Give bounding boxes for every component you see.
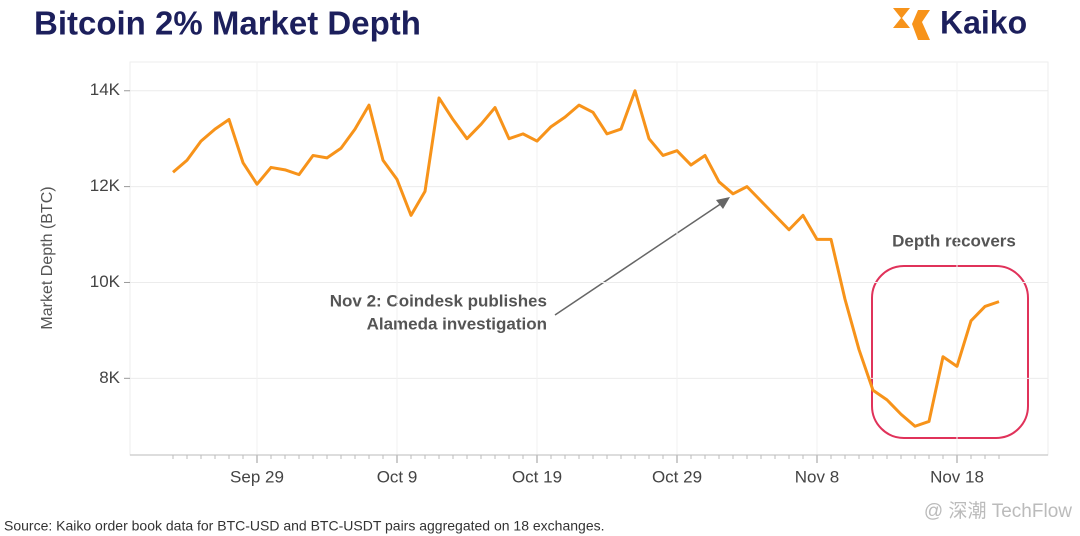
annotation: Depth recovers [892, 231, 1016, 250]
highlight-box [871, 265, 1029, 439]
y-tick-label: 12K [90, 176, 121, 195]
annotation: Alameda investigation [367, 314, 547, 333]
plot-frame [129, 61, 1049, 456]
y-axis-label: Market Depth (BTC) [39, 186, 56, 329]
watermark: @ 深潮 TechFlow [924, 500, 1072, 522]
arrow-head [716, 197, 730, 209]
logo-mark [912, 10, 930, 40]
source-note: Source: Kaiko order book data for BTC-US… [4, 518, 605, 534]
annotation-arrow [554, 202, 723, 316]
depth-line [172, 89, 1000, 428]
x-tick-label: Oct 9 [377, 467, 418, 486]
x-tick-label: Nov 8 [795, 467, 839, 486]
brand-logo: Kaiko [893, 4, 1027, 40]
x-tick-label: Oct 29 [652, 467, 702, 486]
x-tick-label: Nov 18 [930, 467, 984, 486]
chart-title: Bitcoin 2% Market Depth [34, 5, 421, 42]
x-tick-label: Sep 29 [230, 467, 284, 486]
x-tick-label: Oct 19 [512, 467, 562, 486]
annotation: Nov 2: Coindesk publishes [330, 291, 547, 310]
y-tick-label: 10K [90, 272, 121, 291]
brand: Kaiko [940, 4, 1027, 40]
y-tick-label: 14K [90, 80, 121, 99]
y-tick-label: 8K [99, 368, 120, 387]
logo-mark [893, 8, 910, 28]
